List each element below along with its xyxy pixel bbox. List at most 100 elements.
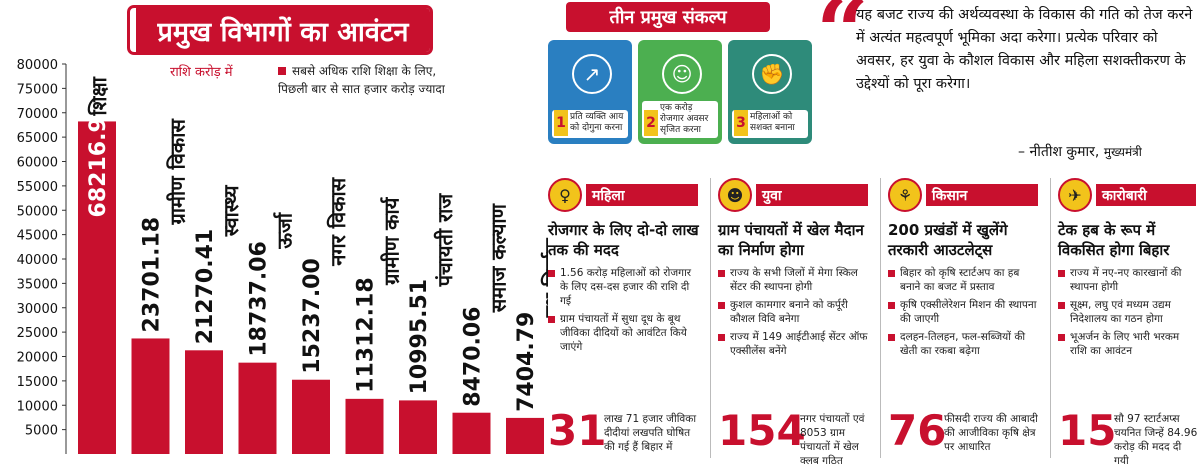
chart-unit-label: राशि करोड़ में <box>170 65 233 80</box>
bar <box>292 379 330 454</box>
y-tick-label: 45000 <box>17 229 58 244</box>
y-tick-label: 80000 <box>17 58 58 73</box>
column-stat: 31 लाख 71 हजार जीविका दीदीयां लखपति घोषि… <box>548 404 702 458</box>
bullet-item: 1.56 करोड़ महिलाओं को रोजगार के लिए दस-द… <box>548 266 702 308</box>
y-tick-label: 35000 <box>17 277 58 292</box>
bar-value-label: 8470.06 <box>461 307 486 407</box>
bar <box>345 398 384 454</box>
y-tick-label: 25000 <box>17 326 58 341</box>
bar-value-label: 10995.51 <box>407 279 432 395</box>
bar-category-label: पथ निर्माण <box>540 237 548 319</box>
column-kisan: ⚘ किसान 200 प्रखंडों में खुलेंगे तरकारी आ… <box>888 178 1042 464</box>
column-stat: 76 फीसदी राज्य की आबादी की आजीविका कृषि … <box>888 404 1042 458</box>
column-headline: टेक हब के रूप में विकसित होगा बिहार <box>1058 221 1170 259</box>
chart-up-icon: ↗ <box>572 54 612 94</box>
bullet-item: कुशल कामगार बनाने को कर्पूरी कौशल विवि ब… <box>718 298 872 326</box>
bullet-item: भूअर्जन के लिए भारी भरकम राशि का आवंटन <box>1058 330 1198 358</box>
bar-value-label: 68216.95 <box>86 102 111 218</box>
bar <box>452 412 491 454</box>
column-headline: रोजगार के लिए दो-दो लाख तक की मदद <box>548 221 699 259</box>
resolution-number: 3 <box>734 110 748 136</box>
farmer-icon: ⚘ <box>888 178 922 212</box>
stat-number: 15 <box>1058 406 1117 455</box>
bar-value-label: 7404.79 <box>514 312 539 412</box>
stat-text: नगर पंचायतों एवं 8053 ग्राम पंचायतों में… <box>800 413 865 467</box>
bar-value-label: 21270.41 <box>193 229 218 345</box>
bar-category-label: शिक्षा <box>87 76 111 116</box>
column-tag: कारोबारी <box>1096 184 1196 206</box>
allocation-chart: 5000 10000 15000 20000 25000 30000 35000 40000 4… <box>0 0 548 464</box>
y-tick-label: 60000 <box>17 156 58 171</box>
bar <box>131 338 170 454</box>
bar-category-label: पंचायती राज <box>433 193 457 288</box>
column-yuva: ☻ युवा ग्राम पंचायतों में खेल मैदान का नि… <box>718 178 872 467</box>
column-stat: 154 नगर पंचायतों एवं 8053 ग्राम पंचायतों… <box>718 404 872 467</box>
business-icon: ✈ <box>1058 178 1092 212</box>
bar-chart-svg: 5000 10000 15000 20000 25000 30000 35000 40000 4… <box>17 58 548 454</box>
y-tick-label: 20000 <box>17 351 58 366</box>
bullet-item: बिहार को कृषि स्टार्टअप का हब बनाने का ब… <box>888 266 1042 294</box>
bullet-item: ग्राम पंचायतों में सुधा दूध के बूथ जीविक… <box>548 312 702 354</box>
bar-value-label: 18737.06 <box>247 241 272 357</box>
bar-category-label: ग्रामीण विकास <box>166 118 190 226</box>
youth-icon: ☻ <box>718 178 752 212</box>
stat-number: 76 <box>888 406 947 455</box>
resolution-card-3: ✊ 3 महिलाओं को सशक्त बनाना <box>728 40 812 144</box>
resolution-number: 2 <box>644 110 658 136</box>
bar <box>506 417 544 454</box>
bullet-item: राज्य में 149 आईटीआई सेंटर ऑफ एक्सीलेंस … <box>718 330 872 358</box>
column-divider <box>710 178 711 458</box>
bullet-item: दलहन-तिलहन, फल-सब्जियों की खेती का रकबा … <box>888 330 1042 358</box>
bar-category-label: समाज कल्याण <box>487 202 511 313</box>
people-icon: ☺ <box>662 54 702 94</box>
column-bullets: राज्य के सभी जिलों में मेगा स्किल सेंटर … <box>718 266 872 358</box>
bar <box>399 400 437 454</box>
column-stat: 15 सौ 97 स्टार्टअप्स चयनित जिन्हें 84.96… <box>1058 404 1198 467</box>
bar <box>238 362 277 454</box>
quote-author-name: – नीतीश कुमार, <box>1018 144 1100 160</box>
quote-mark-icon: “ <box>816 0 869 86</box>
column-bullets: 1.56 करोड़ महिलाओं को रोजगार के लिए दस-द… <box>548 266 702 354</box>
column-mahila: ♀ महिला रोजगार के लिए दो-दो लाख तक की मदद… <box>548 178 702 464</box>
y-tick-label: 10000 <box>17 399 58 414</box>
stat-number: 154 <box>718 406 806 455</box>
column-tag: युवा <box>756 184 868 206</box>
column-headline: 200 प्रखंडों में खुलेंगे तरकारी आउटलेट्स <box>888 221 1008 259</box>
bar-value-label: 23701.18 <box>140 217 165 333</box>
stat-text: लाख 71 हजार जीविका दीदीयां लखपति घोषित क… <box>604 413 697 453</box>
woman-icon: ♀ <box>548 178 582 212</box>
bullet-item: कृषि एक्सीलेरेशन मिशन की स्थापना की जाएग… <box>888 298 1042 326</box>
woman-fist-icon: ✊ <box>752 54 792 94</box>
column-divider <box>1050 178 1051 458</box>
resolution-card-1: ↗ 1 प्रति व्यक्ति आय को दोगुना करना <box>548 40 632 144</box>
column-headline: ग्राम पंचायतों में खेल मैदान का निर्माण … <box>718 221 864 259</box>
y-tick-label: 75000 <box>17 82 58 97</box>
y-tick-label: 5000 <box>25 424 58 439</box>
quote-author-role: मुख्यमंत्री <box>1103 145 1142 159</box>
bar-value-label: 15237.00 <box>300 258 325 374</box>
column-tag: महिला <box>586 184 698 206</box>
column-divider <box>880 178 881 458</box>
y-tick-label: 40000 <box>17 253 58 268</box>
note-bullet-icon <box>278 67 286 75</box>
right-panel: तीन प्रमुख संकल्प ↗ 1 प्रति व्यक्ति आय क… <box>548 0 1200 467</box>
resolution-card-2: ☺ 2 एक करोड़ रोजगार अवसर सृजित करना <box>638 40 722 144</box>
y-tick-label: 15000 <box>17 375 58 390</box>
bar-category-label: स्वास्थ्य <box>219 184 243 237</box>
bullet-item: राज्य में नए-नए कारखानों की स्थापना होगी <box>1058 266 1198 294</box>
stat-text: फीसदी राज्य की आबादी की आजीविका कृषि क्ष… <box>944 413 1038 453</box>
resolution-number: 1 <box>554 110 568 136</box>
stat-text: सौ 97 स्टार्टअप्स चयनित जिन्हें 84.96 कर… <box>1114 413 1198 467</box>
column-tag: किसान <box>926 184 1038 206</box>
bullet-item: सूक्ष्म, लघु एवं मध्यम उद्यम निदेशालय का… <box>1058 298 1198 326</box>
y-tick-label: 70000 <box>17 107 58 122</box>
y-tick-label: 30000 <box>17 302 58 317</box>
y-tick-label: 55000 <box>17 180 58 195</box>
column-karobari: ✈ कारोबारी टेक हब के रूप में विकसित होगा … <box>1058 178 1198 467</box>
column-bullets: राज्य में नए-नए कारखानों की स्थापना होगी… <box>1058 266 1198 358</box>
bullet-item: राज्य के सभी जिलों में मेगा स्किल सेंटर … <box>718 266 872 294</box>
bar-value-label: 11312.18 <box>354 277 379 393</box>
bar <box>185 350 223 454</box>
bar-category-label: नगर विकास <box>326 176 350 266</box>
y-tick-label: 65000 <box>17 131 58 146</box>
